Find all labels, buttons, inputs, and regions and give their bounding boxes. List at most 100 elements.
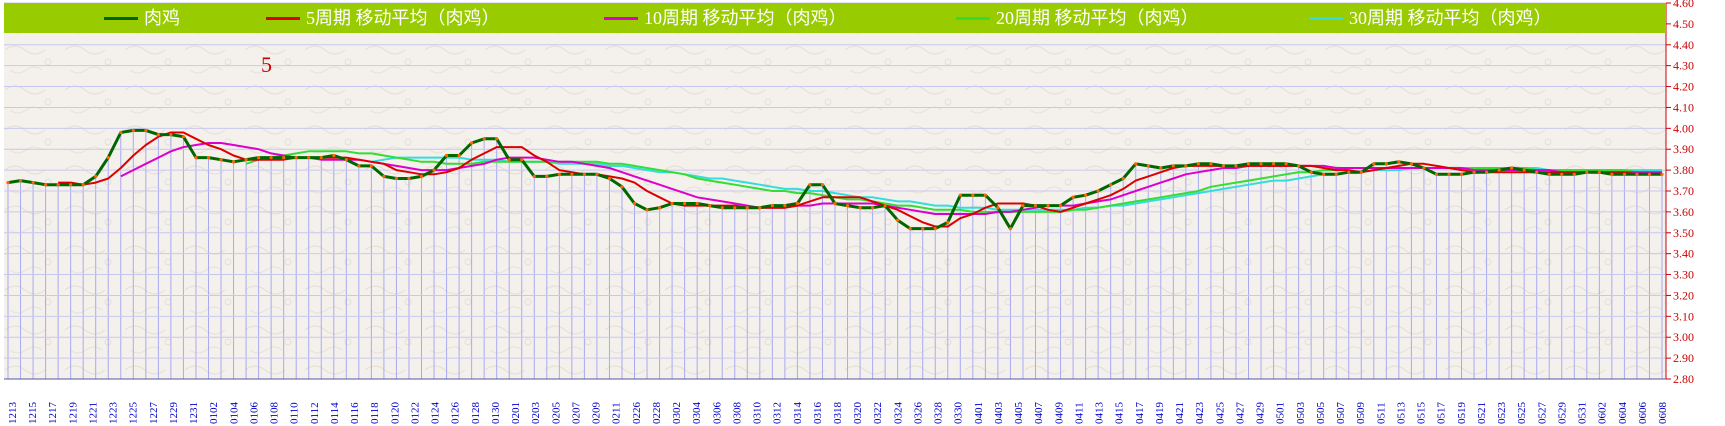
series-point	[758, 206, 762, 210]
x-tick-label: 0602	[1597, 402, 1609, 424]
series-point	[933, 227, 937, 231]
series-point	[269, 155, 273, 160]
series-point	[1359, 170, 1363, 174]
series-point	[695, 201, 699, 206]
series-point	[971, 193, 975, 197]
series-point	[294, 155, 298, 160]
series-point	[1660, 172, 1664, 176]
y-tick-label: 3.70	[1673, 184, 1694, 198]
series-point	[908, 227, 912, 231]
y-tick-label: 3.60	[1673, 205, 1694, 219]
series-point	[1146, 164, 1150, 168]
x-tick-label: 0413	[1094, 402, 1106, 425]
x-tick-label: 0114	[329, 402, 341, 424]
x-tick-label: 0205	[550, 402, 562, 425]
series-point	[1021, 204, 1025, 208]
series-point	[1234, 164, 1238, 168]
y-tick-label: 2.90	[1673, 351, 1694, 365]
series-point	[620, 185, 624, 189]
series-point	[1397, 160, 1401, 164]
y-tick-label: 2.80	[1673, 372, 1694, 386]
series-point	[1196, 162, 1200, 166]
x-tick-label: 0116	[349, 402, 361, 424]
series-point	[1572, 172, 1576, 176]
legend: 肉鸡 5周期 移动平均（肉鸡） 10周期 移动平均（肉鸡） 20周期 移动平均（…	[4, 3, 1666, 33]
x-tick-label: 0403	[993, 402, 1005, 425]
y-tick-label: 3.30	[1673, 268, 1694, 282]
series-point	[1384, 162, 1388, 166]
series-point	[1547, 172, 1551, 176]
x-tick-label: 0509	[1355, 402, 1367, 425]
y-tick-label: 3.40	[1673, 247, 1694, 261]
series-point	[1497, 168, 1501, 172]
y-tick-label: 4.10	[1673, 100, 1694, 114]
series-point	[883, 204, 887, 208]
series-point	[1372, 162, 1376, 166]
x-tick-label: 0118	[369, 402, 381, 424]
series-point	[1510, 166, 1514, 170]
x-tick-label: 1231	[188, 402, 200, 424]
x-tick-label: 1225	[128, 402, 140, 425]
legend-swatch-ma20	[956, 17, 990, 20]
x-tick-label: 0425	[1214, 402, 1226, 425]
series-point	[996, 206, 1000, 210]
x-tick-label: 0306	[711, 402, 723, 425]
series-point	[983, 193, 987, 197]
legend-label-broiler: 肉鸡	[144, 8, 180, 28]
series-point	[394, 176, 399, 181]
series-point	[1096, 189, 1100, 193]
x-tick-label: 0308	[731, 402, 743, 425]
x-tick-label: 0302	[671, 402, 683, 424]
series-point	[1422, 166, 1426, 170]
x-tick-label: 0519	[1456, 402, 1468, 425]
series-point	[344, 158, 348, 162]
x-tick-label: 0411	[1073, 402, 1085, 424]
series-point	[1121, 176, 1125, 181]
series-point	[532, 174, 536, 178]
series-point	[670, 201, 674, 206]
x-tick-label: 0515	[1416, 402, 1428, 425]
series-point	[94, 174, 98, 178]
x-tick-label: 0511	[1375, 402, 1387, 424]
series-markers	[6, 128, 1664, 231]
x-tick-label: 0316	[812, 402, 824, 425]
x-tick-label: 0112	[309, 402, 321, 424]
y-tick-label: 4.30	[1673, 59, 1694, 73]
legend-swatch-ma30	[1309, 17, 1343, 20]
series-point	[119, 130, 123, 135]
series-point	[169, 133, 173, 137]
x-tick-label: 0417	[1134, 402, 1146, 425]
x-tick-label: 1229	[168, 402, 180, 425]
x-tick-label: 0128	[470, 402, 482, 425]
series-point	[708, 204, 712, 208]
legend-swatch-broiler	[104, 17, 138, 20]
series-point	[106, 155, 110, 160]
x-tick-label: 0423	[1194, 402, 1206, 425]
series-point	[332, 153, 336, 158]
y-axis-ticks: 2.80 2.90 3.00 3.10 3.20 3.30 3.40 3.50 3.60 3.70…	[1666, 0, 1694, 386]
x-tick-label: 0427	[1234, 402, 1246, 425]
series-point	[808, 183, 812, 187]
x-tick-label: 0102	[208, 402, 220, 424]
series-point	[1221, 164, 1226, 168]
x-tick-label: 0304	[691, 402, 703, 425]
x-tick-label: 0421	[1174, 402, 1186, 424]
x-tick-label: 0124	[430, 402, 442, 425]
series-point	[357, 164, 361, 168]
series-point	[1046, 204, 1050, 208]
series-point	[407, 176, 411, 181]
x-tick-label: 1223	[108, 402, 120, 425]
series-point	[896, 218, 900, 222]
x-tick-label: 0503	[1295, 402, 1307, 425]
x-tick-label: 1215	[27, 402, 39, 425]
x-tick-label: 0104	[228, 402, 240, 425]
series-point	[1159, 166, 1163, 170]
x-tick-label: 0517	[1436, 402, 1448, 425]
x-tick-label: 0531	[1577, 402, 1589, 424]
series-point	[194, 155, 198, 160]
series-point	[795, 201, 800, 206]
x-tick-label: 0326	[912, 402, 924, 425]
x-tick-label: 0226	[631, 402, 643, 425]
x-tick-label: 0126	[450, 402, 462, 425]
x-tick-label: 0328	[933, 402, 945, 425]
